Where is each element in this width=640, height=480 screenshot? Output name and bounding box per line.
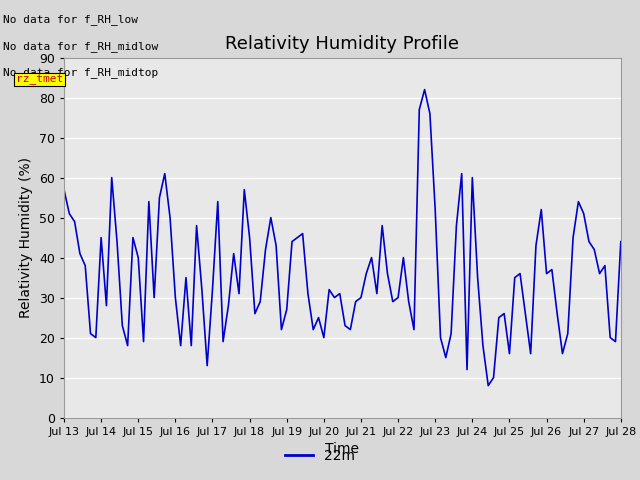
X-axis label: Time: Time bbox=[325, 442, 360, 456]
Text: No data for f_RH_low: No data for f_RH_low bbox=[3, 14, 138, 25]
Text: No data for f_RH_midlow: No data for f_RH_midlow bbox=[3, 41, 159, 52]
Legend: 22m: 22m bbox=[280, 443, 360, 468]
Y-axis label: Relativity Humidity (%): Relativity Humidity (%) bbox=[19, 157, 33, 318]
Text: rz_tmet: rz_tmet bbox=[16, 74, 63, 85]
Text: No data for f_RH_midtop: No data for f_RH_midtop bbox=[3, 67, 159, 78]
Title: Relativity Humidity Profile: Relativity Humidity Profile bbox=[225, 35, 460, 53]
